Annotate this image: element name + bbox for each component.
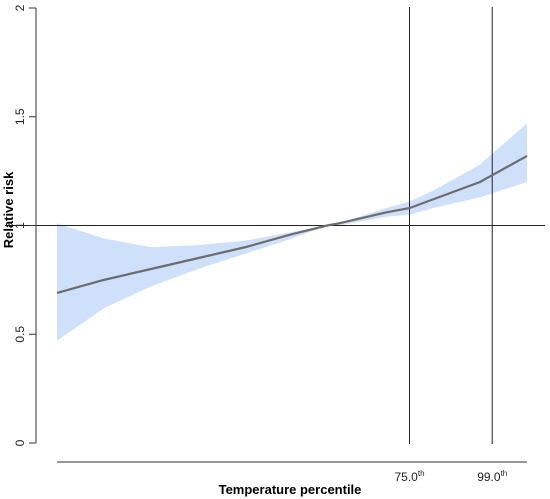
x-axis: 75.0th 99.0th bbox=[57, 461, 527, 484]
x-tick-label: 75.0th bbox=[394, 469, 424, 484]
vertical-guide-lines bbox=[409, 7, 493, 444]
y-tick-label: 0 bbox=[13, 439, 27, 446]
confidence-band bbox=[57, 123, 527, 341]
x-axis-title: Temperature percentile bbox=[219, 482, 362, 497]
y-axis-title: Relative risk bbox=[1, 171, 16, 248]
y-tick-label: 0.5 bbox=[13, 326, 27, 343]
y-axis: 0 0.5 1 1.5 2 bbox=[13, 4, 37, 446]
y-tick-label: 2 bbox=[13, 4, 27, 11]
risk-curve bbox=[56, 154, 528, 294]
y-tick-label: 1.5 bbox=[13, 108, 27, 125]
y-tick-label: 1 bbox=[13, 222, 27, 229]
x-tick-label: 99.0th bbox=[477, 469, 507, 484]
